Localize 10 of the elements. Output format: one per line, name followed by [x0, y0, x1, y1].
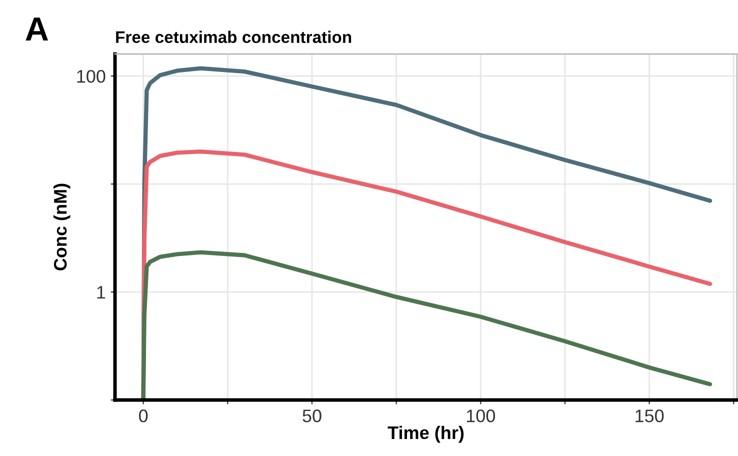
x-tick-label: 0 [139, 410, 148, 422]
line-series [141, 250, 712, 400]
x-axis-title: Time (hr) [388, 426, 464, 443]
x-tick-label: 50 [302, 410, 322, 422]
x-tick-label: 100 [466, 410, 495, 422]
text: A [26, 18, 48, 41]
y-axis-title: Conc (nM) [53, 184, 70, 270]
y-tick-label: 1 [97, 286, 106, 299]
x-tick-label: 150 [636, 410, 664, 422]
chart-title: Free cetuximab concentration [116, 30, 352, 44]
